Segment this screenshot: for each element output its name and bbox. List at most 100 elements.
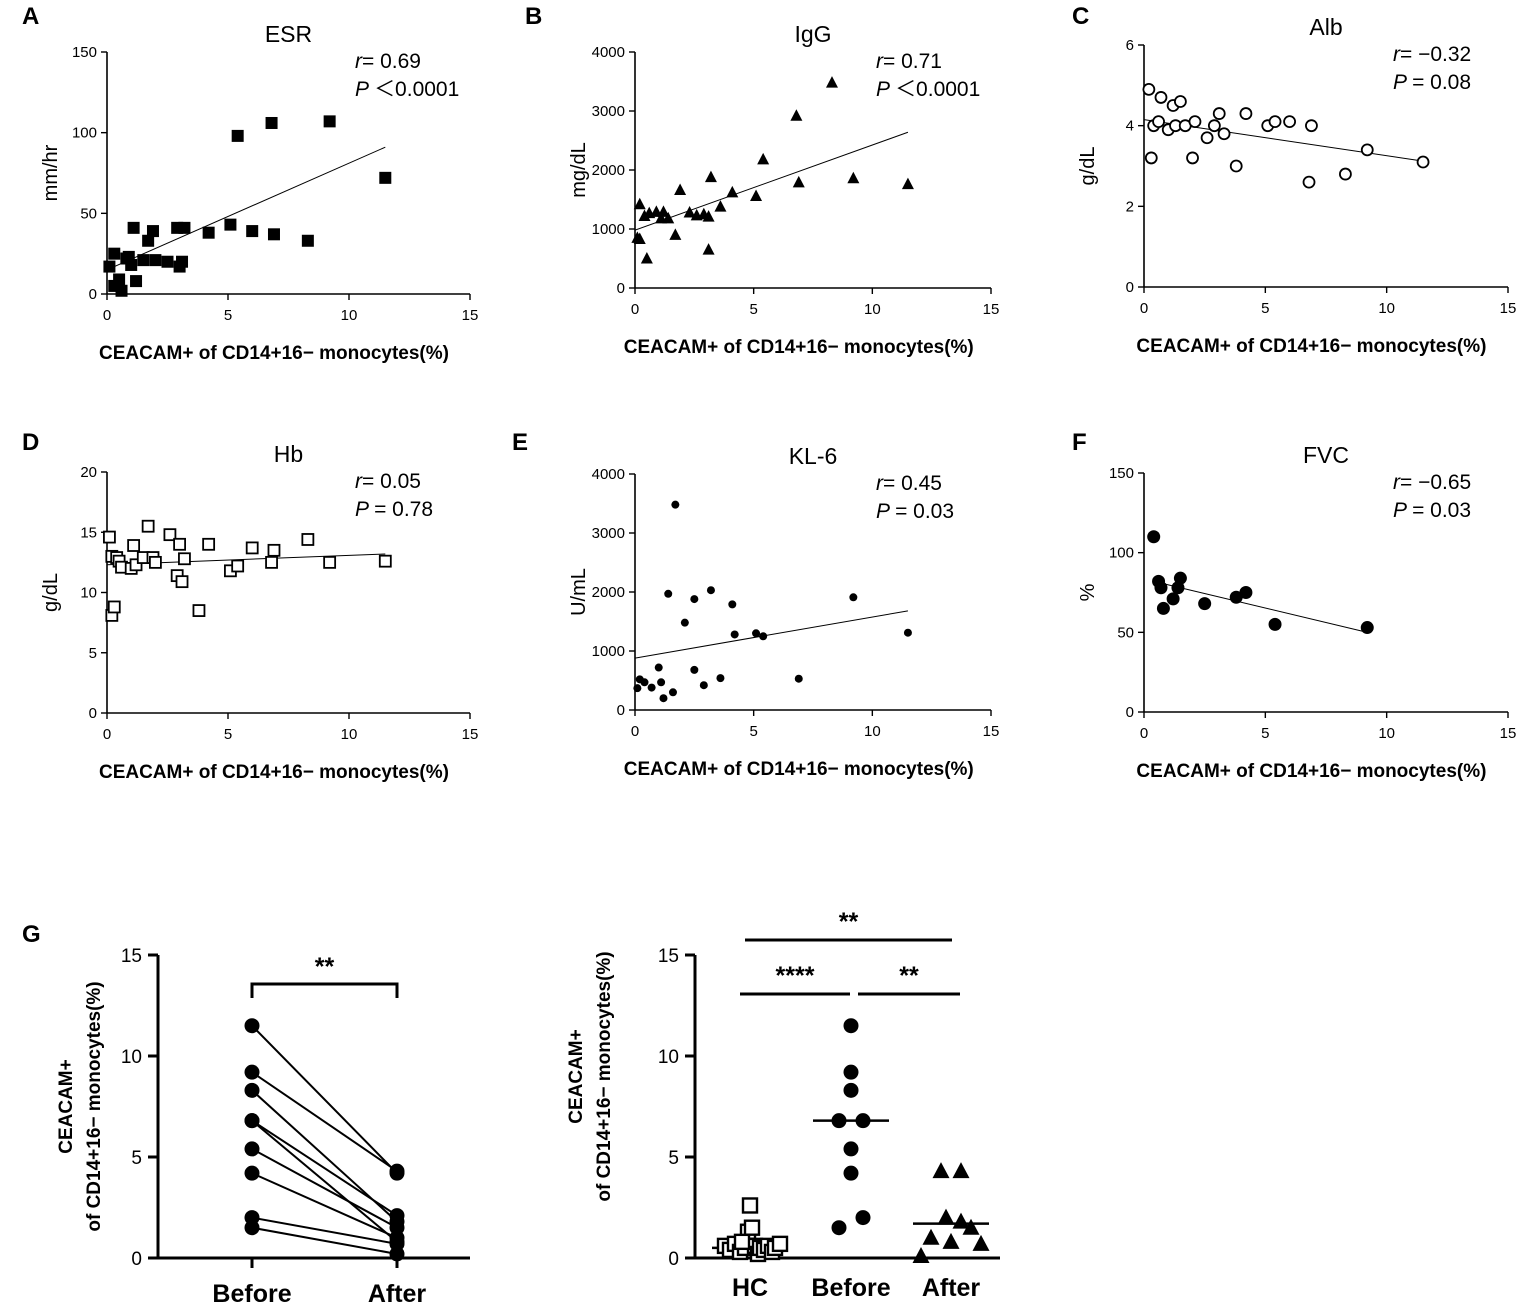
stat-r-value: = 0.69	[362, 50, 421, 73]
x-axis-label: CEACAM+ of CD14+16− monocytes(%)	[1136, 336, 1486, 357]
y-tick-label: 50	[80, 205, 97, 222]
y-tick-label: 5	[131, 1148, 142, 1169]
data-point	[161, 255, 174, 268]
y-tick-label: 10	[658, 1047, 679, 1068]
after-point	[937, 1208, 955, 1225]
data-point	[714, 200, 727, 212]
data-point	[690, 665, 699, 674]
data-point	[1283, 115, 1296, 129]
before-point	[831, 1113, 847, 1129]
before-point	[855, 1113, 871, 1129]
data-point	[699, 681, 708, 690]
y-axis-label-line1: CEACAM+	[56, 1059, 77, 1153]
x-axis-label: CEACAM+ of CD14+16− monocytes(%)	[624, 759, 974, 780]
data-point	[265, 116, 278, 129]
pair-line	[251, 1071, 398, 1172]
stat-p-value: = 0.78	[374, 498, 433, 521]
stat-p-symbol: P	[355, 498, 374, 521]
y-tick-label: 6	[1126, 37, 1134, 54]
x-tick-label: 15	[1500, 300, 1517, 317]
x-axis-label: CEACAM+ of CD14+16− monocytes(%)	[99, 762, 449, 783]
significance-label: **	[899, 962, 919, 990]
regression-line	[634, 610, 909, 659]
y-tick-label: 5	[668, 1148, 679, 1169]
y-tick-label: 4000	[592, 466, 625, 483]
hc-point	[771, 1235, 789, 1253]
data-point	[1200, 131, 1214, 145]
stat-p-symbol: P	[355, 78, 374, 101]
data-point	[730, 630, 739, 639]
before-point	[244, 1018, 260, 1034]
pair-line	[251, 1226, 398, 1255]
stat-p-value: = 0.03	[895, 500, 954, 523]
data-point	[202, 537, 216, 551]
data-point	[224, 218, 237, 231]
panel-title: FVC	[1303, 442, 1349, 468]
panel-d: D 0 5 10 15 0 5 10 15 20 Hb g/dL CEACAM+ of CD14+16−…	[22, 429, 478, 783]
x-category-label: Before	[811, 1274, 890, 1302]
significance-label: **	[315, 953, 335, 981]
data-point	[671, 500, 680, 509]
data-point	[726, 185, 739, 198]
data-point	[122, 250, 135, 263]
stat-p: P = 0.03	[876, 500, 954, 523]
stat-r-value: = −0.65	[1400, 471, 1471, 494]
stat-r-symbol: r	[355, 470, 363, 493]
panel-letter: B	[525, 3, 542, 30]
data-point	[825, 76, 838, 88]
data-point	[1154, 91, 1168, 104]
y-tick-label: 10	[121, 1047, 142, 1068]
data-point	[1268, 115, 1282, 129]
data-point	[659, 694, 668, 703]
data-point	[1142, 82, 1156, 96]
data-point	[683, 205, 696, 218]
y-tick-label: 15	[658, 946, 679, 967]
data-point	[108, 247, 121, 260]
data-point	[231, 559, 245, 573]
stat-r-value: = −0.32	[1400, 43, 1471, 66]
y-axis-label: %	[1077, 583, 1099, 601]
data-point	[1147, 530, 1161, 544]
before-point	[244, 1165, 260, 1181]
data-point	[1166, 592, 1180, 606]
panel-title: KL-6	[789, 443, 838, 469]
data-point	[1339, 167, 1352, 181]
data-point	[1186, 151, 1199, 165]
data-point	[175, 575, 189, 589]
panel-g-paired: G 0 5 10 15 Before After CEACAM+ of CD14+16− mon…	[22, 921, 470, 1307]
data-point	[245, 541, 259, 555]
y-tick-label: 50	[1117, 624, 1134, 641]
data-point	[323, 115, 336, 128]
data-point	[127, 221, 140, 234]
data-point	[149, 254, 162, 267]
stat-r: r= −0.65	[1393, 471, 1471, 494]
stat-r-symbol: r	[1393, 471, 1401, 494]
stat-p: P = 0.78	[355, 498, 433, 521]
stat-r-symbol: r	[876, 472, 884, 495]
stat-p: P = 0.03	[1393, 499, 1471, 522]
panel-letter: E	[512, 429, 528, 456]
panel-letter: G	[22, 921, 41, 948]
stat-p-symbol: P	[876, 500, 895, 523]
x-tick-label: 15	[983, 301, 1000, 318]
x-category-label: HC	[732, 1274, 768, 1302]
data-point	[1207, 119, 1221, 133]
after-point	[952, 1162, 970, 1179]
panel-title: Hb	[274, 441, 303, 467]
data-point	[759, 632, 768, 641]
hc-point	[733, 1233, 751, 1251]
regression-line	[106, 146, 386, 271]
pair-line	[251, 1148, 398, 1229]
x-tick-label: 10	[864, 301, 881, 318]
data-point	[378, 554, 392, 568]
stat-p: P ＜0.0001	[355, 78, 459, 101]
x-tick-label: 0	[1140, 725, 1148, 742]
significance-label: ****	[776, 962, 815, 990]
data-point	[794, 674, 803, 683]
stat-r-value: = 0.71	[883, 50, 942, 73]
data-point	[1268, 617, 1282, 631]
panel-g-groups: 0 5 10 15 HC Before After CEACAM+ of CD14+16− mo…	[566, 908, 1000, 1302]
after-point	[962, 1218, 980, 1235]
data-point	[716, 674, 725, 683]
hc-point	[741, 1197, 759, 1214]
